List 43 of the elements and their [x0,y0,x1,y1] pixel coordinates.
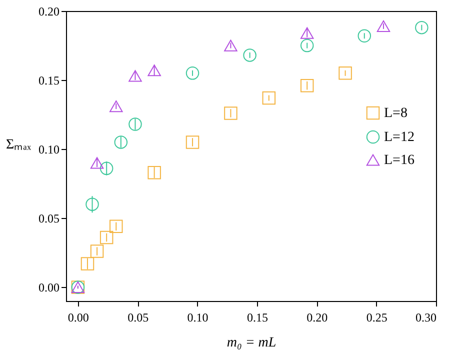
point [86,198,99,211]
legend-label: L=16 [384,153,414,168]
point [148,166,161,180]
point [376,20,390,32]
point [128,118,142,131]
y-tick-label: 0.20 [38,4,60,18]
x-tick-label: 0.15 [246,310,268,324]
point [186,66,200,80]
y-tick-label: 0.10 [38,142,60,157]
y-axis-title: Σₘₐₓ [6,138,32,152]
legend-label: L=12 [384,130,414,145]
point [300,38,314,52]
point [358,29,372,42]
point [114,136,128,149]
x-tick-label: 0.00 [68,310,89,324]
point [80,257,94,270]
legend-label: L=8 [384,106,408,121]
x-tick-label: 0.25 [366,310,388,324]
y-tick-label: 0.15 [38,74,60,88]
point [224,106,238,120]
point [100,230,114,244]
point [300,78,314,92]
point [415,20,428,34]
point [100,162,114,176]
point [148,64,161,76]
point [338,66,352,80]
y-tick-label: 0.05 [38,212,60,226]
point [90,244,104,258]
point [128,70,142,82]
point [90,157,104,169]
x-tick-label: 0.05 [128,310,149,324]
x-tick-label: 0.20 [306,310,328,324]
point [110,220,123,234]
point [300,27,314,39]
x-axis-title: m₀ = mL [226,336,276,350]
point [243,48,256,62]
y-tick-label: 0.00 [38,280,60,295]
point [110,100,123,112]
point [186,136,200,149]
x-tick-label: 0.30 [416,310,436,324]
point [262,91,276,105]
point [224,40,238,52]
x-tick-label: 0.10 [187,310,208,324]
